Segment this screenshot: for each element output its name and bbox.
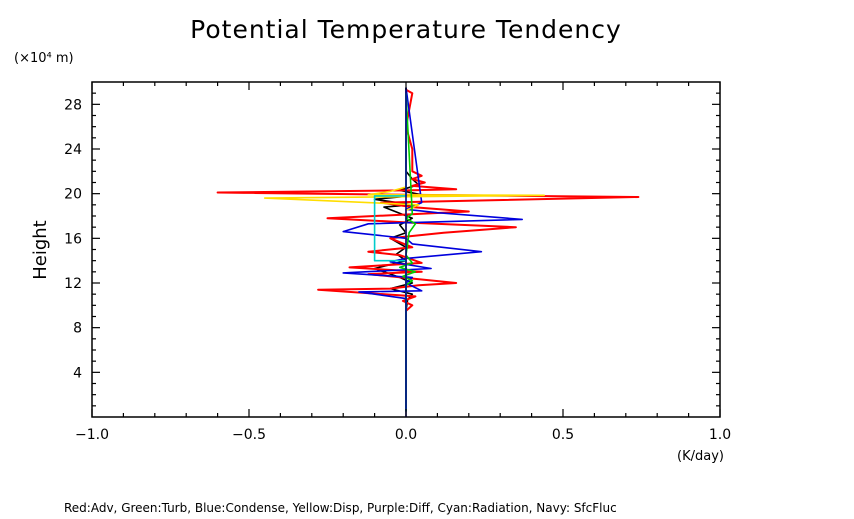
x-tick-label: −0.5 [232,427,266,443]
y-axis-unit: (×10⁴ m) [14,51,74,66]
y-tick-label: 20 [64,187,82,203]
series-line-2 [342,87,523,412]
series-line-1 [216,88,640,412]
y-axis-label: Height [30,220,51,280]
x-tick-label: 1.0 [709,427,731,443]
y-tick-label: 4 [73,365,82,381]
series-line-3 [263,93,545,412]
ticks-layer: −1.0 −0.5 0.0 0.5 1.0 4 8 12 16 20 24 28 [64,82,731,443]
y-tick-label: 12 [64,276,82,292]
x-tick-label: 0.5 [552,427,574,443]
y-tick-label: 8 [73,321,82,337]
y-tick-label: 16 [64,231,82,247]
x-tick-label: 0.0 [395,427,417,443]
x-tick-label: −1.0 [75,427,109,443]
series-layer [216,87,640,417]
y-tick-label: 24 [64,142,82,158]
y-tick-label: 28 [64,97,82,113]
legend-footnote: Red:Adv, Green:Turb, Blue:Condense, Yell… [64,501,617,515]
x-axis-unit: (K/day) [677,449,724,464]
series-line-0 [373,87,423,412]
chart-title: Potential Temperature Tendency [190,15,622,44]
